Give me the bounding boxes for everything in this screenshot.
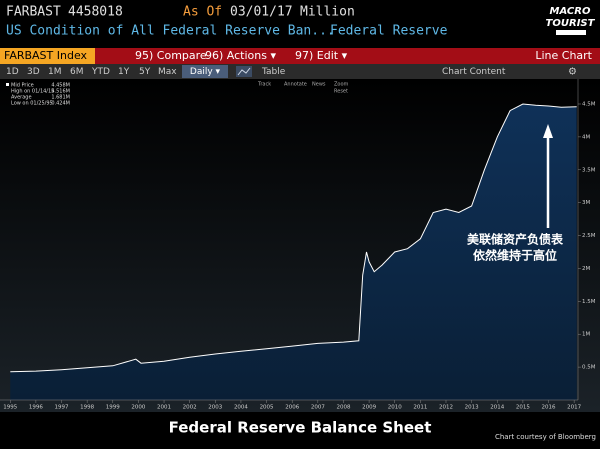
series-line xyxy=(10,103,577,373)
legend-swatch xyxy=(6,83,9,86)
logo-bg xyxy=(540,4,594,44)
chart-tool[interactable]: Track xyxy=(257,82,271,88)
menu-item[interactable]: 96) Actions ▾ xyxy=(205,49,276,62)
chart-icon-line xyxy=(237,67,251,76)
stat-value: 4.516M xyxy=(51,89,70,95)
area-fill xyxy=(10,104,577,400)
y-tick-label: 3.5M xyxy=(582,167,596,173)
x-tick-label: 2003 xyxy=(208,405,222,411)
range-button[interactable]: 6M xyxy=(70,67,84,77)
x-tick-label: 2006 xyxy=(285,405,299,411)
range-button[interactable]: 1Y xyxy=(118,67,130,77)
security[interactable]: FARBAST Index xyxy=(4,49,88,62)
y-tick-label: 4.5M xyxy=(582,101,596,107)
logo-stripe xyxy=(556,30,586,35)
y-tick-label: 0.5M xyxy=(582,365,596,371)
x-tick-label: 2012 xyxy=(439,405,453,411)
x-tick-label: 2000 xyxy=(131,405,145,411)
y-tick-label: 1M xyxy=(582,332,590,338)
y-tick-label: 1.5M xyxy=(582,299,596,305)
chart-type[interactable]: Line Chart xyxy=(535,49,592,62)
x-tick-label: 2002 xyxy=(183,405,197,411)
security-box[interactable] xyxy=(0,48,95,64)
x-tick-label: 2005 xyxy=(260,405,274,411)
x-tick-label: 2001 xyxy=(157,405,171,411)
stat-label: Low on 01/25/95 xyxy=(11,101,53,107)
x-tick-label: 1997 xyxy=(55,405,69,411)
range-button[interactable]: 1M xyxy=(48,67,62,77)
frequency-box[interactable] xyxy=(182,65,228,78)
x-tick-label: 2007 xyxy=(311,405,325,411)
frequency[interactable]: Daily ▾ xyxy=(190,67,221,77)
ticker: FARBAST xyxy=(6,5,61,20)
x-tick-label: 1995 xyxy=(3,405,17,411)
x-tick-label: 2017 xyxy=(567,405,581,411)
credit: Chart courtesy of Bloomberg xyxy=(495,433,596,441)
date: 03/01/17 xyxy=(230,5,293,20)
x-tick-label: 2004 xyxy=(234,405,248,411)
x-tick-label: 2015 xyxy=(516,405,530,411)
logo-text: MACRO xyxy=(550,6,591,17)
stat-value: 1.681M xyxy=(51,95,70,101)
unit: Million xyxy=(300,5,355,20)
chart-content[interactable]: Chart Content xyxy=(442,67,506,77)
toolbar xyxy=(0,64,600,79)
last-value: 4458018 xyxy=(68,5,123,20)
chart-tool[interactable]: Reset xyxy=(334,89,348,95)
description: US Condition of All Federal Reserve Ban.… xyxy=(6,24,335,39)
legend-value: 4.458M xyxy=(51,83,70,89)
annotation: 依然维持于高位 xyxy=(473,248,557,263)
stat-label: Average xyxy=(11,95,32,101)
range-button[interactable]: 5Y xyxy=(139,67,151,77)
x-tick-label: 2013 xyxy=(465,405,479,411)
x-tick-label: 2014 xyxy=(490,405,504,411)
arrow-head xyxy=(543,124,553,138)
legend-label: Mid Price xyxy=(11,83,34,89)
x-tick-label: 2016 xyxy=(542,405,556,411)
menu-item[interactable]: 97) Edit ▾ xyxy=(295,49,348,62)
x-tick-label: 2010 xyxy=(388,405,402,411)
range-button[interactable]: 1D xyxy=(6,67,19,77)
logo-text: TOURIST xyxy=(546,18,596,29)
x-tick-label: 2008 xyxy=(336,405,350,411)
x-tick-label: 1998 xyxy=(80,405,94,411)
x-tick-label: 2011 xyxy=(413,405,427,411)
table-button[interactable]: Table xyxy=(261,67,286,77)
gear[interactable]: ⚙ xyxy=(568,67,577,78)
chart-tool[interactable]: News xyxy=(312,82,326,88)
y-tick-label: 4M xyxy=(582,134,590,140)
as-of: As Of xyxy=(183,5,222,20)
y-tick-label: 2M xyxy=(582,266,590,272)
menu-item[interactable]: 95) Compare xyxy=(135,49,207,62)
range-button[interactable]: 3D xyxy=(27,67,40,77)
menu-bar xyxy=(0,48,600,64)
chart-title: Federal Reserve Balance Sheet xyxy=(169,419,432,437)
x-tick-label: 1996 xyxy=(29,405,43,411)
x-tick-label: 2009 xyxy=(362,405,376,411)
chart-tool[interactable]: Annotate xyxy=(284,82,307,88)
x-tick-label: 1999 xyxy=(106,405,120,411)
y-tick-label: 2.5M xyxy=(582,233,596,239)
source: Federal Reserve xyxy=(330,24,448,39)
header-bg xyxy=(0,0,600,48)
annotation: 美联储资产负债表 xyxy=(467,232,564,247)
chart-tool[interactable]: Zoom xyxy=(334,82,349,88)
y-tick-label: 3M xyxy=(582,200,590,206)
range-button[interactable]: YTD xyxy=(91,67,110,77)
stat-label: High on 01/14/15 xyxy=(11,89,54,95)
stat-value: 0.424M xyxy=(51,101,70,107)
range-button[interactable]: Max xyxy=(158,67,177,77)
